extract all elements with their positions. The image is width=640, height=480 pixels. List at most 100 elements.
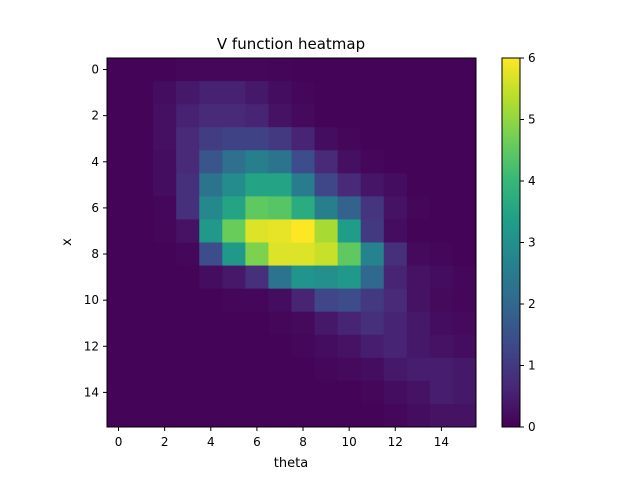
heatmap-cell — [406, 58, 431, 82]
heatmap-cell — [452, 127, 477, 151]
heatmap-cell — [268, 242, 292, 267]
heatmap-cell — [360, 58, 385, 82]
heatmap-cell — [360, 127, 385, 151]
heatmap-cell — [429, 357, 454, 382]
heatmap-cell — [268, 58, 292, 82]
heatmap-cell — [153, 219, 177, 243]
heatmap-cell — [245, 380, 269, 405]
heatmap-cell — [107, 357, 131, 382]
heatmap-cell — [268, 104, 292, 128]
heatmap-cell — [107, 150, 131, 174]
heatmap-cell — [268, 311, 292, 336]
heatmap-cell — [268, 380, 292, 405]
heatmap-cell — [406, 334, 431, 359]
heatmap-cell — [153, 311, 177, 336]
heatmap-cell — [130, 288, 154, 313]
heatmap-cell — [107, 196, 131, 220]
heatmap-cell — [176, 127, 200, 151]
heatmap-cell — [337, 173, 362, 197]
heatmap-cell — [314, 58, 339, 82]
heatmap-cell — [337, 288, 362, 313]
heatmap-cell — [383, 311, 408, 336]
heatmap-cell — [245, 219, 269, 243]
heatmap-cell — [199, 334, 223, 359]
heatmap-cell — [383, 58, 408, 82]
heatmap-cell — [314, 127, 339, 151]
heatmap-cell — [222, 357, 246, 382]
y-tick-label: 8 — [91, 247, 99, 261]
heatmap-cell — [222, 219, 246, 243]
heatmap-cell — [268, 150, 292, 174]
heatmap-cell — [268, 403, 292, 428]
heatmap-cell — [107, 81, 131, 105]
heatmap-cell — [314, 357, 339, 382]
heatmap-cell — [268, 173, 292, 197]
heatmap-cell — [176, 81, 200, 105]
heatmap-cell — [452, 81, 477, 105]
heatmap-cell — [176, 403, 200, 428]
y-tick-label: 12 — [84, 339, 99, 353]
colorbar-tick-label: 4 — [528, 174, 536, 188]
heatmap-cell — [222, 311, 246, 336]
heatmap-cell — [153, 242, 177, 267]
heatmap-cell — [406, 288, 431, 313]
heatmap-cell — [130, 127, 154, 151]
heatmap-cell — [176, 150, 200, 174]
heatmap-cell — [360, 357, 385, 382]
heatmap-cell — [291, 311, 316, 336]
heatmap-cell — [268, 334, 292, 359]
heatmap-cell — [452, 173, 477, 197]
heatmap-cell — [107, 58, 131, 82]
heatmap-cell — [383, 288, 408, 313]
heatmap-cell — [360, 150, 385, 174]
heatmap-cell — [199, 173, 223, 197]
heatmap-cell — [222, 288, 246, 313]
heatmap-cell — [199, 403, 223, 428]
heatmap-cell — [314, 265, 339, 290]
heatmap-cell — [222, 380, 246, 405]
heatmap-cell — [130, 265, 154, 290]
heatmap-cell — [199, 242, 223, 267]
heatmap-cell — [383, 196, 408, 220]
colorbar-tick-label: 1 — [528, 359, 536, 373]
colorbar-tick-label: 2 — [528, 297, 536, 311]
heatmap-cell — [429, 104, 454, 128]
heatmap-cell — [199, 81, 223, 105]
heatmap-cell — [360, 173, 385, 197]
heatmap-cell — [268, 288, 292, 313]
heatmap-cell — [130, 58, 154, 82]
heatmap-cell — [176, 334, 200, 359]
heatmap-cell — [291, 334, 316, 359]
heatmap-cell — [268, 265, 292, 290]
heatmap-cell — [406, 81, 431, 105]
heatmap-cell — [337, 127, 362, 151]
heatmap-cell — [130, 357, 154, 382]
heatmap-cell — [107, 265, 131, 290]
heatmap-cells — [107, 58, 477, 428]
heatmap-cell — [429, 311, 454, 336]
heatmap-cell — [337, 380, 362, 405]
heatmap-cell — [452, 311, 477, 336]
heatmap-cell — [337, 403, 362, 428]
heatmap-cell — [107, 104, 131, 128]
x-tick-label: 6 — [253, 435, 261, 449]
plot-frame — [106, 57, 477, 428]
heatmap-cell — [107, 288, 131, 313]
heatmap-cell — [176, 173, 200, 197]
heatmap-cell — [199, 127, 223, 151]
heatmap-cell — [153, 380, 177, 405]
heatmap-cell — [199, 380, 223, 405]
heatmap-cell — [130, 242, 154, 267]
heatmap-cell — [130, 380, 154, 405]
heatmap-cell — [429, 219, 454, 243]
heatmap-cell — [107, 403, 131, 428]
heatmap-cell — [360, 242, 385, 267]
heatmap-cell — [337, 242, 362, 267]
heatmap-cell — [176, 58, 200, 82]
heatmap-cell — [452, 242, 477, 267]
heatmap-cell — [452, 334, 477, 359]
heatmap-cell — [314, 196, 339, 220]
heatmap-cell — [383, 265, 408, 290]
colorbar-tick-label: 3 — [528, 236, 536, 250]
heatmap-cell — [360, 380, 385, 405]
